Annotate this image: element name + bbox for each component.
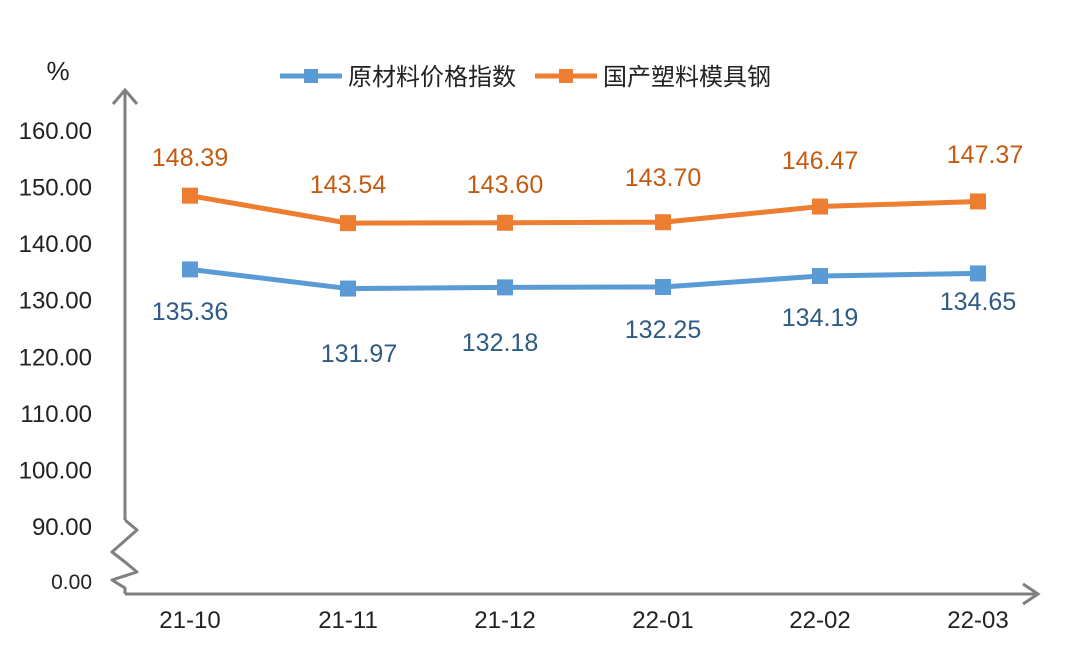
data-point-marker bbox=[340, 215, 356, 232]
series-2: 148.39 143.54 143.60 143.70 146.47 147.37 bbox=[152, 141, 1023, 232]
data-label: 132.18 bbox=[462, 329, 538, 357]
data-label: 132.25 bbox=[625, 316, 701, 344]
data-point-marker bbox=[655, 214, 671, 231]
y-tick-label: 90.00 bbox=[32, 514, 92, 541]
legend-marker-swatch bbox=[304, 69, 318, 83]
x-tick-label: 21-10 bbox=[159, 607, 220, 634]
data-point-marker bbox=[970, 193, 986, 210]
y-tick-label: 160.00 bbox=[19, 118, 92, 145]
x-tick-labels: 21-10 21-11 21-12 22-01 22-02 22-03 bbox=[159, 607, 1008, 634]
legend-label: 国产塑料模具钢 bbox=[603, 64, 771, 91]
data-label: 148.39 bbox=[152, 144, 228, 172]
x-axis bbox=[125, 582, 1041, 606]
legend-marker-swatch bbox=[559, 69, 573, 83]
data-point-marker bbox=[340, 280, 356, 297]
series-1: 135.36 131.97 132.18 132.25 134.19 134.65 bbox=[152, 261, 1016, 368]
series-layer: 135.36 131.97 132.18 132.25 134.19 134.65 148.… bbox=[152, 141, 1023, 368]
x-tick-label: 22-01 bbox=[632, 607, 693, 634]
series-line bbox=[189, 193, 979, 226]
y-tick-label: 0.00 bbox=[51, 571, 92, 594]
legend: 原材料价格指数 国产塑料模具钢 bbox=[280, 64, 771, 91]
data-point-marker bbox=[182, 261, 198, 278]
data-label: 143.70 bbox=[625, 164, 701, 192]
data-label: 131.97 bbox=[321, 340, 397, 368]
y-tick-label: 150.00 bbox=[19, 175, 92, 202]
data-label: 134.19 bbox=[782, 304, 858, 332]
y-tick-labels: 160.00 150.00 140.00 130.00 120.00 110.00 100.… bbox=[19, 118, 92, 594]
y-axis-unit-label: % bbox=[46, 56, 69, 86]
x-tick-label: 21-11 bbox=[318, 607, 378, 634]
x-tick-label: 22-02 bbox=[789, 607, 850, 634]
data-label: 143.54 bbox=[310, 171, 387, 199]
axis-break-symbol bbox=[110, 518, 139, 594]
x-tick-label: 22-03 bbox=[947, 607, 1008, 634]
data-point-marker bbox=[497, 279, 513, 296]
data-label: 147.37 bbox=[947, 141, 1023, 169]
data-label: 134.65 bbox=[940, 288, 1016, 316]
legend-item-2: 国产塑料模具钢 bbox=[535, 64, 771, 91]
data-point-marker bbox=[812, 268, 828, 285]
x-axis-arrow-head bbox=[1022, 582, 1041, 606]
data-label: 135.36 bbox=[152, 298, 228, 326]
legend-item-1: 原材料价格指数 bbox=[280, 64, 516, 91]
y-tick-label: 140.00 bbox=[19, 231, 92, 258]
x-tick-label: 21-12 bbox=[474, 607, 535, 634]
data-point-marker bbox=[655, 278, 671, 295]
series-line bbox=[189, 266, 979, 292]
data-point-marker bbox=[182, 187, 198, 204]
y-axis-arrow-head bbox=[111, 87, 139, 105]
data-label: 143.60 bbox=[467, 171, 543, 199]
y-tick-label: 100.00 bbox=[19, 457, 92, 484]
legend-label: 原材料价格指数 bbox=[348, 64, 516, 91]
data-point-marker bbox=[970, 265, 986, 282]
y-tick-label: 130.00 bbox=[19, 288, 92, 315]
y-tick-label: 120.00 bbox=[19, 344, 92, 371]
data-point-marker bbox=[812, 198, 828, 215]
y-tick-label: 110.00 bbox=[20, 401, 92, 428]
data-point-marker bbox=[497, 214, 513, 231]
y-axis: % bbox=[46, 56, 139, 594]
data-label: 146.47 bbox=[782, 147, 858, 175]
